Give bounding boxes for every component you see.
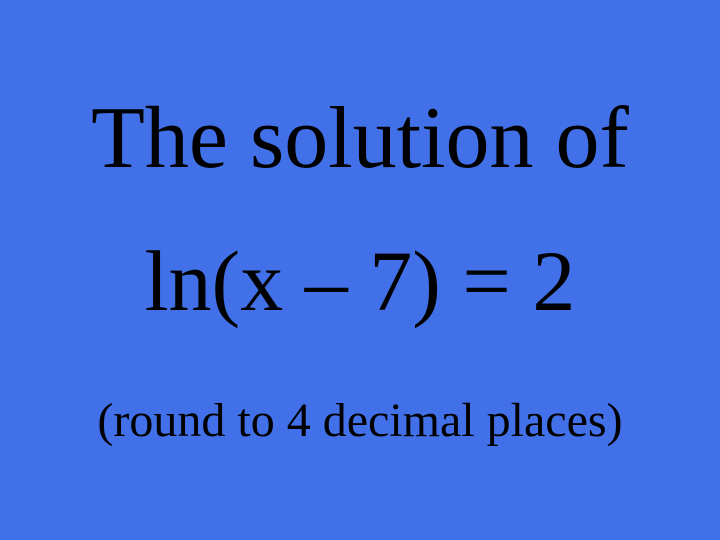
slide-equation: ln(x – 7) = 2 xyxy=(145,236,576,326)
slide-note: (round to 4 decimal places) xyxy=(97,396,622,446)
slide-title: The solution of xyxy=(91,93,629,185)
